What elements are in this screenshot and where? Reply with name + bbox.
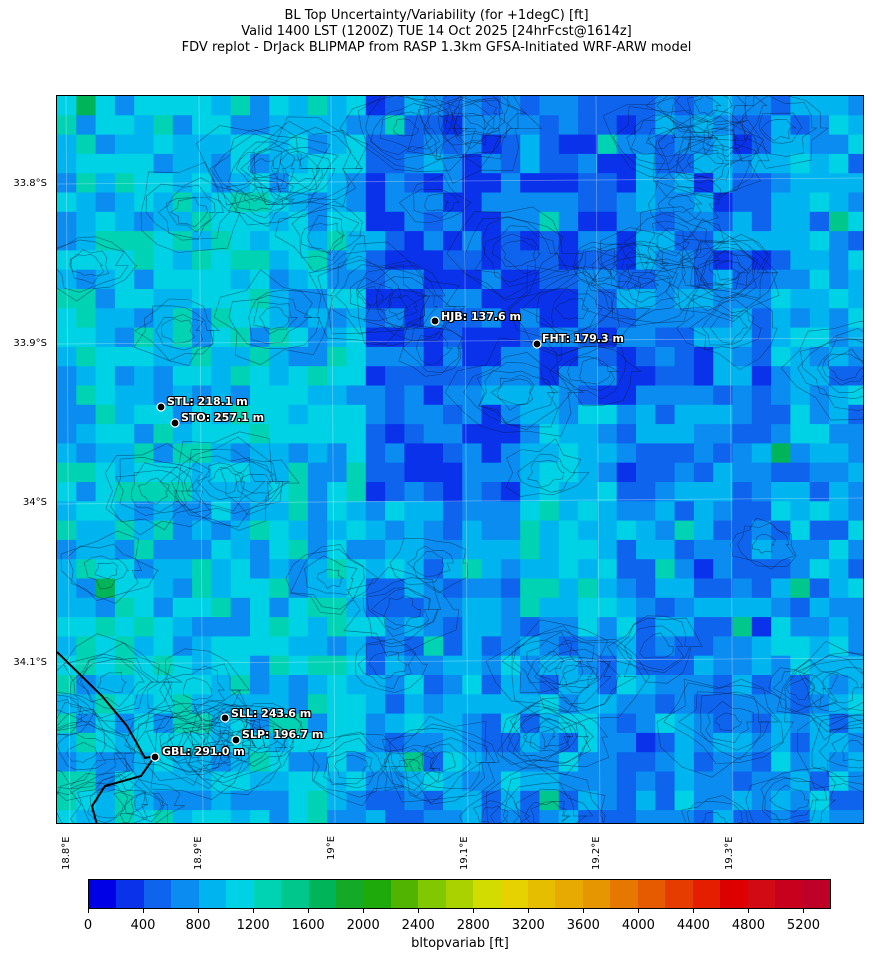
- station-label-slp: SLP: 196.7 m: [242, 728, 324, 741]
- colorbar-segment: [116, 880, 144, 908]
- colorbar-tick-label: 2400: [401, 918, 435, 933]
- colorbar-tick-mark: [693, 909, 695, 913]
- colorbar-segment: [363, 880, 391, 908]
- colorbar-segment: [747, 880, 775, 908]
- lon-tick-18-8: 18.8°E: [61, 836, 72, 870]
- station-label-sll: SLL: 243.6 m: [231, 707, 312, 720]
- colorbar-segment: [637, 880, 666, 908]
- colorbar-tick-label: 4000: [621, 918, 655, 933]
- station-label-sto: STO: 257.1 m: [181, 411, 265, 424]
- colorbar-tick-label: 5200: [786, 918, 821, 933]
- lat-tick-34-0: 34°S: [22, 497, 47, 508]
- colorbar-segment: [390, 880, 419, 908]
- colorbar-tick-mark: [198, 909, 200, 913]
- title-line-3: FDV replot - DrJack BLIPMAP from RASP 1.…: [181, 40, 692, 55]
- colorbar-tick-label: 0: [83, 918, 93, 933]
- colorbar-segment: [473, 880, 501, 908]
- graticule: [57, 96, 863, 823]
- colorbar-segment: [143, 880, 172, 908]
- colorbar-tick-mark: [638, 909, 640, 913]
- colorbar-tick-mark: [583, 909, 585, 913]
- colorbar-segment: [610, 880, 638, 908]
- station-marker-stl[interactable]: [156, 402, 166, 412]
- colorbar-tick-mark: [748, 909, 750, 913]
- colorbar-segment: [774, 880, 803, 908]
- colorbar-tick-mark: [528, 909, 530, 913]
- colorbar-segment: [802, 880, 830, 908]
- colorbar-segment: [528, 880, 556, 908]
- colorbar-segment: [500, 880, 528, 908]
- colorbar-tick-mark: [473, 909, 475, 913]
- colorbar-tick-mark: [363, 909, 365, 913]
- lat-tick-34-1: 34.1°S: [13, 657, 47, 668]
- station-marker-fht[interactable]: [532, 339, 542, 349]
- station-marker-slp[interactable]: [231, 735, 241, 745]
- lon-tick-19-3: 19.3°E: [724, 836, 735, 870]
- station-label-fht: FHT: 179.3 m: [542, 332, 624, 345]
- colorbar: [88, 879, 831, 909]
- title-line-2: Valid 1400 LST (1200Z) TUE 14 Oct 2025 […: [241, 24, 632, 39]
- colorbar-tick-mark: [88, 909, 89, 913]
- lat-tick-33-8: 33.8°S: [13, 178, 47, 189]
- colorbar-tick-mark: [803, 909, 805, 913]
- colorbar-label: bltopvariab [ft]: [411, 936, 509, 951]
- colorbar-segment: [253, 880, 282, 908]
- colorbar-segment: [171, 880, 199, 908]
- colorbar-tick-label: 400: [130, 918, 156, 933]
- colorbar-segment: [335, 880, 364, 908]
- colorbar-tick-label: 2800: [456, 918, 490, 933]
- colorbar-segment: [692, 880, 721, 908]
- lon-tick-19-1: 19.1°E: [459, 836, 470, 870]
- station-marker-sto[interactable]: [170, 418, 180, 428]
- colorbar-segment: [720, 880, 748, 908]
- station-label-stl: STL: 218.1 m: [167, 395, 248, 408]
- colorbar-segment: [582, 880, 611, 908]
- colorbar-tick-mark: [253, 909, 255, 913]
- lon-tick-19-2: 19.2°E: [591, 836, 602, 870]
- map-title: BL Top Uncertainty/Variability (for +1de…: [0, 8, 873, 56]
- colorbar-segment: [281, 880, 309, 908]
- lat-tick-33-9: 33.9°S: [13, 338, 47, 349]
- colorbar-tick-label: 4800: [731, 918, 765, 933]
- colorbar-tick-label: 4400: [676, 918, 710, 933]
- colorbar-tick-label: 1600: [291, 918, 325, 933]
- station-marker-gbl[interactable]: [150, 752, 160, 762]
- colorbar-tick-mark: [143, 909, 145, 913]
- lon-tick-18-9: 18.9°E: [193, 836, 204, 870]
- colorbar-tick-label: 2000: [346, 918, 380, 933]
- title-line-1: BL Top Uncertainty/Variability (for +1de…: [284, 8, 589, 23]
- colorbar-segment: [226, 880, 254, 908]
- colorbar-segment: [308, 880, 336, 908]
- map-field: [57, 96, 863, 823]
- station-marker-hjb[interactable]: [430, 316, 440, 326]
- colorbar-segment: [418, 880, 446, 908]
- colorbar-tick-mark: [418, 909, 420, 913]
- lon-tick-19-0: 19°E: [326, 835, 337, 860]
- map-plot-area[interactable]: [56, 95, 864, 824]
- station-label-gbl: GBL: 291.0 m: [162, 745, 245, 758]
- terrain-contours: [57, 96, 863, 823]
- colorbar-segment: [198, 880, 227, 908]
- colorbar-segment: [555, 880, 583, 908]
- station-label-hjb: HJB: 137.6 m: [441, 310, 521, 323]
- variability-raster: [57, 96, 863, 823]
- colorbar-tick-label: 800: [185, 918, 211, 933]
- colorbar-segment: [445, 880, 474, 908]
- colorbar-tick-mark: [308, 909, 310, 913]
- colorbar-tick-label: 3200: [511, 918, 545, 933]
- colorbar-segment: [665, 880, 693, 908]
- colorbar-tick-label: 3600: [566, 918, 600, 933]
- colorbar-segment: [89, 880, 117, 908]
- station-marker-sll[interactable]: [220, 713, 230, 723]
- colorbar-tick-label: 1200: [236, 918, 270, 933]
